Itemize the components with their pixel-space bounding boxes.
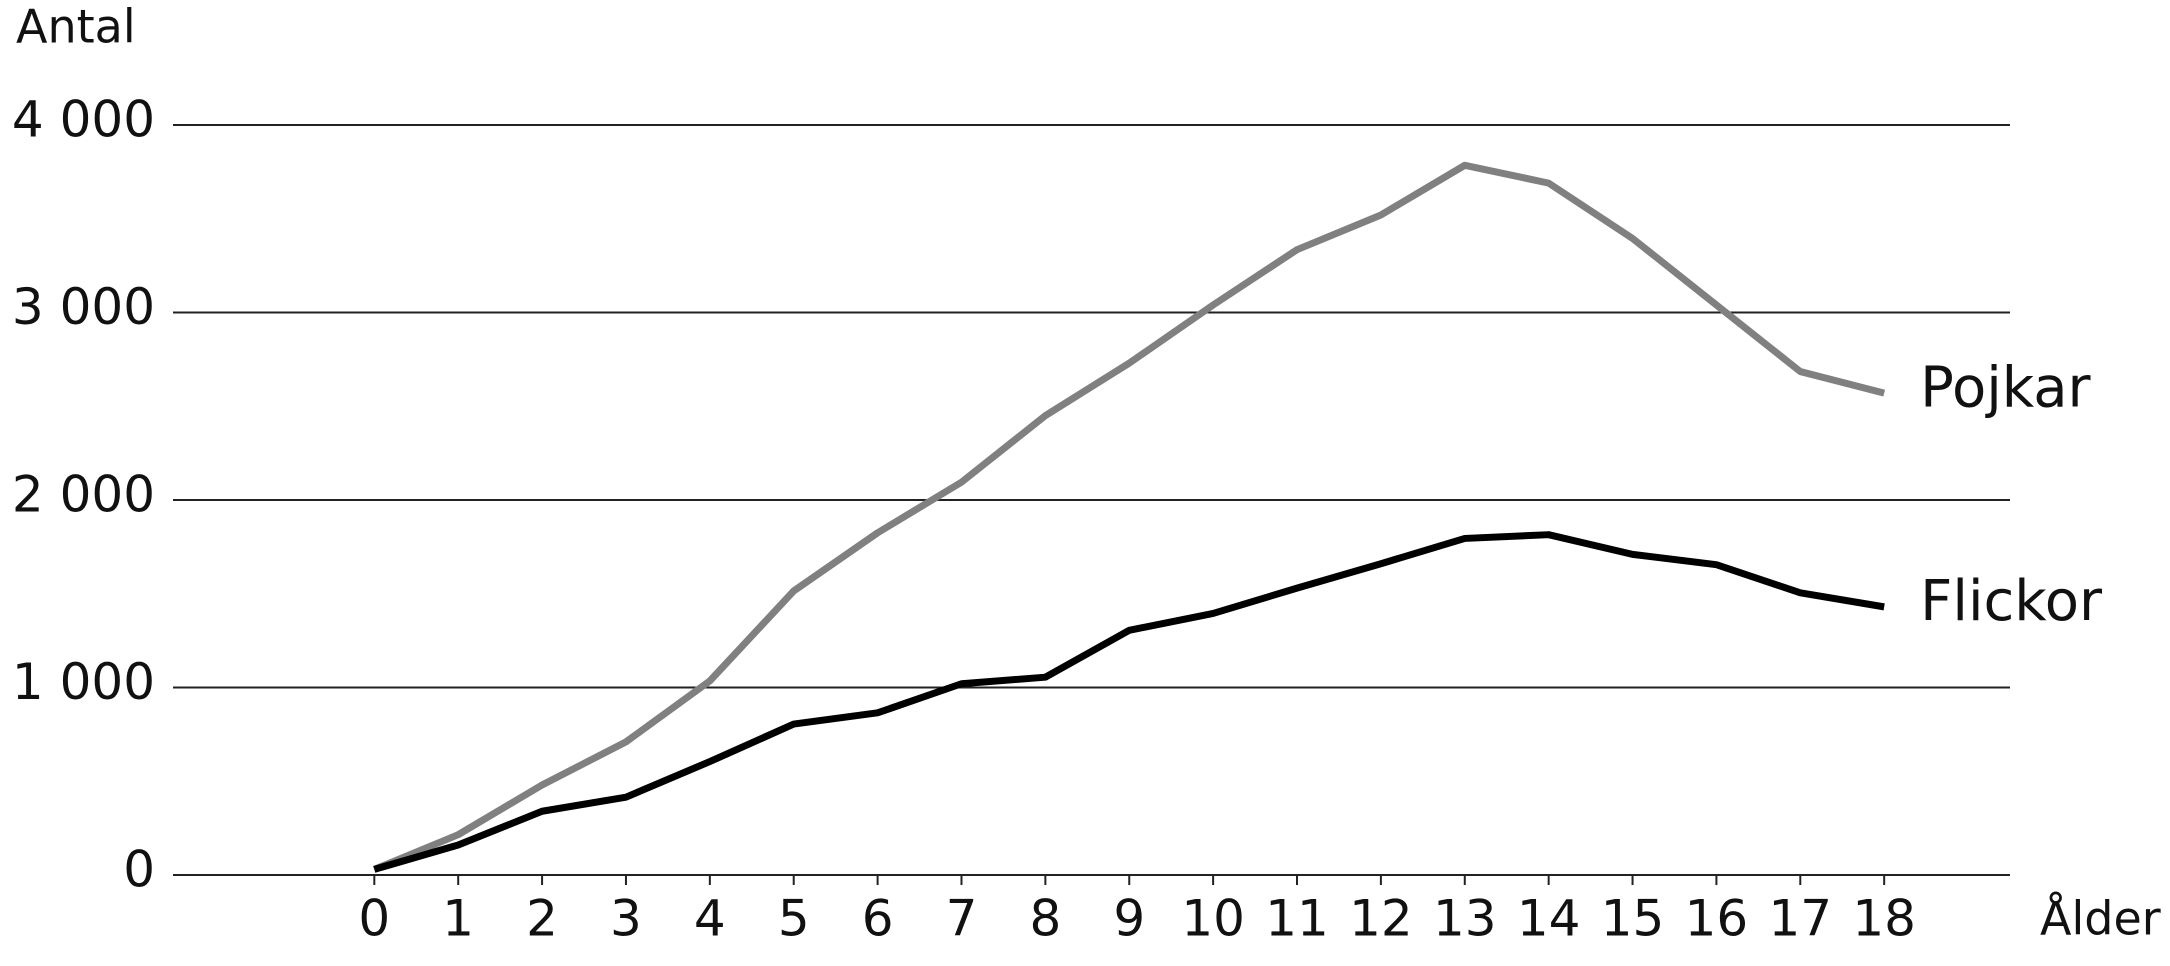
x-tick-label: 0	[358, 890, 390, 948]
x-tick-label: 3	[610, 890, 642, 948]
x-tick-label: 14	[1517, 890, 1581, 948]
x-tick-label: 8	[1029, 890, 1061, 948]
x-tick-label: 4	[694, 890, 726, 948]
x-tick-label: 10	[1181, 890, 1245, 948]
series-label: Flickor	[1920, 569, 2103, 634]
x-tick-label: 13	[1433, 890, 1497, 948]
x-tick-label: 18	[1852, 890, 1916, 948]
y-tick-label: 0	[123, 841, 155, 899]
x-tick-label: 1	[442, 890, 474, 948]
y-tick-label: 2 000	[12, 466, 155, 524]
series-line	[372, 161, 1886, 873]
x-tick-label: 2	[526, 890, 558, 948]
series-label: Pojkar	[1920, 355, 2091, 420]
y-tick-label: 3 000	[12, 278, 155, 336]
series-line	[373, 531, 1885, 873]
y-tick-label: 1 000	[12, 653, 155, 711]
x-axis-label: Ålder	[2040, 892, 2161, 946]
x-tick-label: 15	[1601, 890, 1665, 948]
x-tick-label: 7	[946, 890, 978, 948]
x-tick-label: 12	[1349, 890, 1413, 948]
x-tick-label: 6	[862, 890, 894, 948]
x-tick-label: 11	[1265, 890, 1329, 948]
x-tick-label: 17	[1768, 890, 1832, 948]
x-tick-label: 5	[778, 890, 810, 948]
x-tick-label: 16	[1685, 890, 1749, 948]
y-axis-label: Antal	[16, 0, 136, 54]
x-tick-label: 9	[1113, 890, 1145, 948]
y-tick-label: 4 000	[12, 91, 155, 149]
